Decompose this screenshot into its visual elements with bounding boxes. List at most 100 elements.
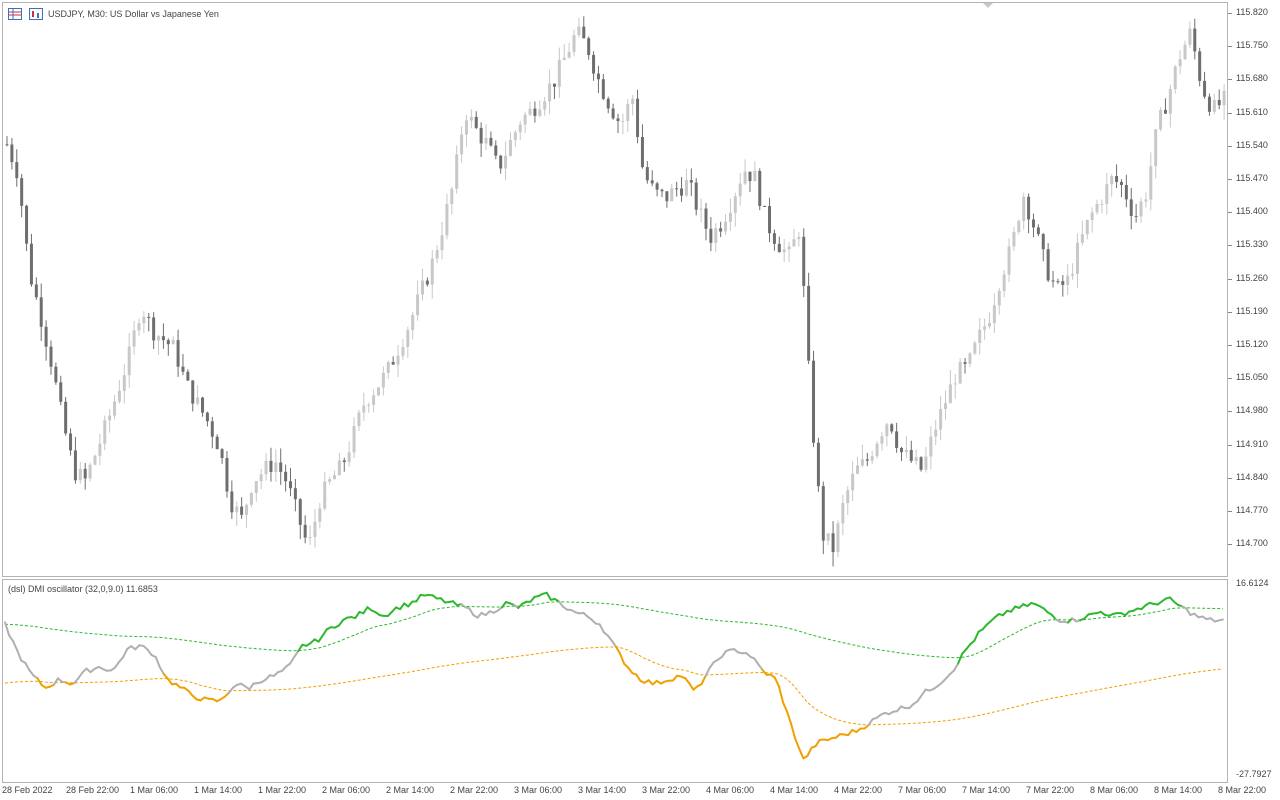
candle (1188, 21, 1192, 49)
candle (191, 380, 195, 412)
oscillator-segment (28, 669, 35, 677)
oscillator-segment (867, 718, 874, 727)
price-axis-tick (1228, 511, 1232, 512)
candle (699, 198, 703, 223)
oscillator-segment (289, 655, 296, 665)
candle (948, 370, 952, 404)
oscillator-segment (73, 677, 80, 685)
candle (958, 358, 962, 385)
candle (230, 480, 234, 519)
candle (816, 437, 820, 492)
oscillator-segment (944, 673, 952, 680)
candle (157, 334, 161, 355)
lower-level-line (4, 646, 1223, 726)
candle (768, 197, 772, 243)
candle (680, 177, 684, 202)
candle (5, 136, 9, 147)
candle (914, 449, 918, 465)
candle (968, 351, 972, 367)
candle (895, 422, 899, 453)
time-axis-label: 8 Mar 14:00 (1154, 785, 1203, 795)
candle (572, 29, 576, 57)
price-axis-label: 115.400 (1236, 206, 1268, 217)
candle (313, 508, 317, 548)
candle (1036, 224, 1040, 237)
candle (1212, 93, 1216, 115)
oscillator-segment (953, 662, 960, 672)
candle (186, 369, 190, 382)
oscillator-segment (704, 666, 711, 677)
price-axis-tick (1228, 544, 1232, 546)
oscillator-segment (187, 689, 194, 697)
candle (474, 111, 478, 130)
candle (631, 95, 635, 116)
oscillator-segment (500, 601, 508, 609)
oscillator-segment (4, 621, 11, 637)
candle (870, 450, 874, 465)
chart-shift-marker-icon[interactable] (983, 3, 993, 9)
candle (396, 345, 400, 377)
candle (743, 159, 747, 185)
price-axis-label: 114.840 (1236, 471, 1268, 482)
oscillator-segment (1050, 613, 1057, 621)
oscillator-segment (973, 630, 980, 642)
candle (1027, 193, 1031, 234)
price-axis-label: 114.910 (1236, 438, 1268, 449)
oscillator-segment (606, 634, 613, 642)
candle (719, 221, 723, 238)
candle (1134, 203, 1138, 223)
oscillator-segment (118, 656, 125, 663)
candle (59, 375, 63, 406)
price-axis-tick (1228, 13, 1232, 14)
table-icon[interactable] (8, 8, 22, 20)
chart-icon[interactable] (29, 8, 43, 20)
candle (621, 113, 625, 135)
candle (1100, 199, 1104, 214)
candle (469, 109, 473, 129)
price-axis-label: 115.470 (1236, 173, 1268, 183)
price-axis-tick (1228, 245, 1232, 247)
oscillator-segment (77, 671, 84, 680)
oscillator-segment (36, 677, 43, 687)
candle (1022, 192, 1026, 230)
candle (1051, 271, 1055, 288)
candle (117, 379, 121, 404)
candle (54, 362, 58, 385)
candle (210, 416, 214, 449)
candle (538, 100, 542, 118)
oscillator-segment (627, 666, 634, 675)
candle (528, 101, 532, 117)
oscillator-segment (981, 623, 988, 631)
indicator-pane[interactable]: (dsl) DMI oscillator (32,0,9.0) 11.6853 (2, 579, 1228, 783)
oscillator-segment (12, 640, 19, 652)
oscillator-segment (1217, 618, 1224, 622)
candle (464, 114, 468, 147)
candle (953, 374, 957, 399)
candle (728, 198, 732, 231)
candle (543, 96, 547, 116)
oscillator-segment (362, 606, 369, 615)
candle (25, 204, 29, 251)
candle (171, 336, 175, 345)
candle (372, 389, 376, 413)
candle (15, 149, 19, 187)
candle (939, 395, 943, 441)
time-axis-label: 1 Mar 22:00 (258, 785, 307, 795)
candle (846, 485, 850, 515)
candle (411, 311, 415, 340)
candle (714, 223, 718, 253)
oscillator-segment (52, 677, 59, 686)
candle (64, 396, 68, 436)
candle (49, 340, 53, 375)
candle (362, 392, 366, 421)
candle (460, 126, 464, 163)
candle (166, 338, 170, 356)
candle (440, 221, 444, 260)
candle (1110, 174, 1114, 197)
oscillator-segment (761, 669, 768, 676)
candle (264, 453, 268, 481)
price-chart-pane[interactable]: USDJPY, M30: US Dollar vs Japanese Yen (2, 2, 1228, 577)
oscillator-segment (354, 611, 361, 620)
candle (20, 173, 24, 218)
candle (636, 89, 640, 144)
